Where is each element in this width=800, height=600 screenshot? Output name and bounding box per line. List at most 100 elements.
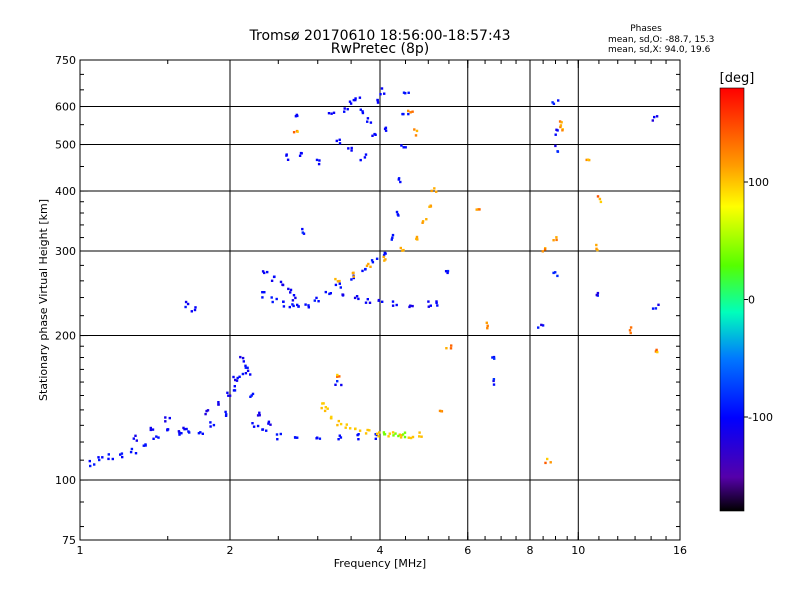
echo-point [292,304,295,308]
echo-point [265,429,268,432]
echo-point [338,138,341,141]
echo-point [291,303,294,306]
echo-point [281,283,284,286]
colorbar [719,87,745,512]
echo-point [289,291,292,294]
echo-point [343,107,346,110]
echo-point [111,457,114,461]
y-tick-label: 300 [55,245,76,258]
echo-point [217,401,220,404]
echo-point [187,430,190,433]
y-tick-label: 400 [55,185,76,198]
echo-point [320,406,323,410]
echo-point [199,431,202,434]
echo-point [585,158,588,162]
echo-point [275,433,279,436]
echo-point [350,278,353,281]
echo-point [298,154,302,157]
chart-subtitle: RwPretec (8p) [331,41,429,57]
echo-point [244,366,247,369]
echo-point [301,227,304,231]
echo-point [266,270,269,274]
echo-point [478,208,481,211]
echo-point [628,329,632,332]
x-tick-label: 2 [227,544,234,557]
echo-point [411,110,414,113]
echo-point [354,97,357,100]
echo-point [375,257,379,260]
echo-point [166,429,169,432]
echo-point [396,213,399,216]
echo-point [197,432,201,435]
echo-point [261,291,264,294]
echo-point [651,119,654,122]
echo-point [546,457,549,461]
echo-point [224,414,228,417]
colorbar-label: [deg] [720,71,755,86]
echo-point [347,147,350,150]
echo-point [657,303,660,306]
echo-point [244,364,247,367]
echo-point [238,375,241,378]
echo-point [352,276,355,280]
echo-point [383,259,386,262]
echo-point [234,378,237,382]
echo-point [429,304,432,307]
echo-point [301,231,304,234]
echo-point [629,326,633,329]
echo-point [655,115,659,118]
echo-point [244,372,248,375]
echo-point [411,435,415,439]
echo-point [258,411,261,414]
echo-point [427,305,430,308]
echo-point [435,190,438,193]
echo-point [279,280,283,284]
echo-point [267,422,270,425]
echo-point [361,111,365,115]
echo-point [381,300,384,303]
echo-point [368,429,371,432]
echo-point [357,433,360,436]
echo-point [300,152,303,155]
echo-point [157,436,160,439]
echo-point [270,279,274,282]
echo-point [370,259,374,262]
echo-point [282,300,285,303]
echo-point [353,296,357,300]
echo-point [304,303,307,306]
echo-point [364,301,368,304]
echo-point [401,433,405,436]
echo-point [334,277,337,281]
echo-point [292,131,296,134]
echo-point [445,347,448,350]
echo-point [378,431,381,434]
echo-point [493,357,496,360]
echo-point [249,395,252,398]
echo-point [329,292,332,295]
echo-point [261,296,264,299]
echo-point [251,422,254,425]
echo-point [598,197,602,201]
echo-point [401,249,404,252]
echo-point [89,464,92,468]
echo-point [400,144,403,147]
echo-point [394,432,397,435]
echo-point [239,355,242,359]
echo-point [425,218,428,221]
echo-point [107,457,110,461]
echo-point [383,92,386,95]
echo-point [294,115,298,118]
echo-point [444,270,448,273]
echo-point [132,437,135,440]
echo-point [336,380,339,383]
echo-point [336,423,339,427]
echo-point [397,434,400,438]
echo-point [397,178,400,181]
echo-point [403,431,407,434]
echo-point [407,109,410,113]
colorbar-tick-label: 100 [748,176,769,189]
echo-point [366,117,370,120]
echo-point [428,205,431,208]
echo-point [256,414,260,417]
echo-point [336,373,339,377]
